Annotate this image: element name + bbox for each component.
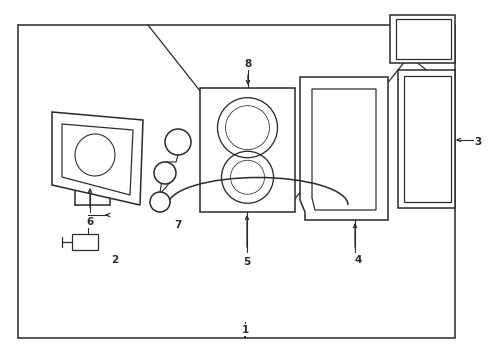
Text: 4: 4 <box>354 255 362 265</box>
Polygon shape <box>72 234 98 250</box>
Text: 5: 5 <box>244 257 250 267</box>
Polygon shape <box>52 112 143 205</box>
Text: 7: 7 <box>174 220 182 230</box>
Text: 8: 8 <box>245 59 252 69</box>
Polygon shape <box>398 70 455 208</box>
Text: 3: 3 <box>474 137 482 147</box>
Circle shape <box>150 192 170 212</box>
Text: 1: 1 <box>242 325 248 335</box>
Polygon shape <box>390 15 455 63</box>
Circle shape <box>154 162 176 184</box>
Circle shape <box>165 129 191 155</box>
Polygon shape <box>300 77 388 220</box>
Polygon shape <box>200 88 295 212</box>
Text: 2: 2 <box>111 255 119 265</box>
Text: 6: 6 <box>86 217 94 227</box>
